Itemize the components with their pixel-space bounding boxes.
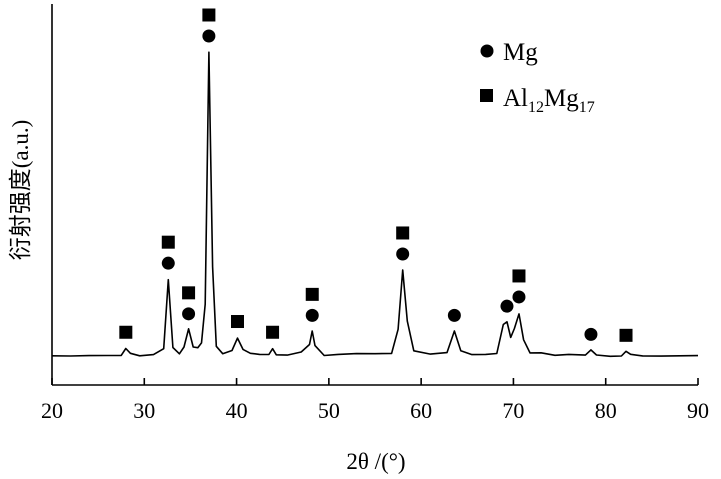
peak-marker-mg-69.3 bbox=[500, 299, 514, 313]
x-tick-label-40: 40 bbox=[226, 398, 248, 423]
legend: Mg Al12Mg17 bbox=[480, 39, 595, 116]
legend-label-al12mg17: Al12Mg17 bbox=[503, 85, 595, 116]
peak-marker-al12mg17-32.6 bbox=[161, 235, 175, 249]
x-tick-labels: 20 30 40 50 60 70 80 90 bbox=[41, 398, 709, 423]
x-ticks bbox=[51, 378, 699, 385]
x-tick-label-50: 50 bbox=[318, 398, 340, 423]
peak-marker-al12mg17-40.1 bbox=[230, 315, 244, 329]
legend-label-mg2: Mg bbox=[544, 85, 579, 112]
x-tick-label-90: 90 bbox=[687, 398, 709, 423]
peak-marker-mg-63.6 bbox=[447, 308, 461, 322]
peak-marker-mg-48.2 bbox=[305, 308, 319, 322]
peak-marker-al12mg17-34.8 bbox=[182, 286, 196, 300]
x-tick-label-70: 70 bbox=[502, 398, 524, 423]
x-axis-title: 2θ /(°) bbox=[346, 449, 405, 474]
y-axis-title: 衍射强度(a.u.) bbox=[8, 120, 33, 261]
peak-marker-mg-70.6 bbox=[512, 290, 526, 304]
peak-marker-al12mg17-70.6 bbox=[512, 269, 526, 283]
peak-marker-mg-32.6 bbox=[161, 256, 175, 270]
legend-label-al: Al bbox=[503, 85, 528, 112]
peak-marker-al12mg17-82.2 bbox=[619, 328, 633, 342]
peak-marker-al12mg17-48.2 bbox=[305, 287, 319, 301]
peak-marker-al12mg17-58 bbox=[396, 226, 410, 240]
peak-marker-mg-37 bbox=[202, 29, 216, 43]
plot-frame bbox=[51, 4, 698, 386]
peak-markers bbox=[119, 8, 633, 342]
x-tick-label-30: 30 bbox=[133, 398, 155, 423]
legend-marker-circle bbox=[480, 44, 494, 58]
peak-marker-mg-58 bbox=[396, 247, 410, 261]
legend-label-mg: Mg bbox=[503, 39, 538, 66]
peak-marker-al12mg17-37 bbox=[202, 8, 216, 22]
series-line bbox=[51, 51, 699, 358]
x-tick-label-80: 80 bbox=[595, 398, 617, 423]
peak-marker-al12mg17-43.9 bbox=[266, 325, 280, 339]
peak-marker-mg-78.4 bbox=[584, 327, 598, 341]
legend-marker-square bbox=[480, 89, 493, 102]
peak-marker-mg-34.8 bbox=[182, 307, 196, 321]
x-tick-label-20: 20 bbox=[41, 398, 63, 423]
x-tick-label-60: 60 bbox=[410, 398, 432, 423]
legend-label-sub-12: 12 bbox=[528, 99, 544, 116]
peak-marker-al12mg17-28 bbox=[119, 325, 133, 339]
legend-label-sub-17: 17 bbox=[579, 99, 595, 116]
